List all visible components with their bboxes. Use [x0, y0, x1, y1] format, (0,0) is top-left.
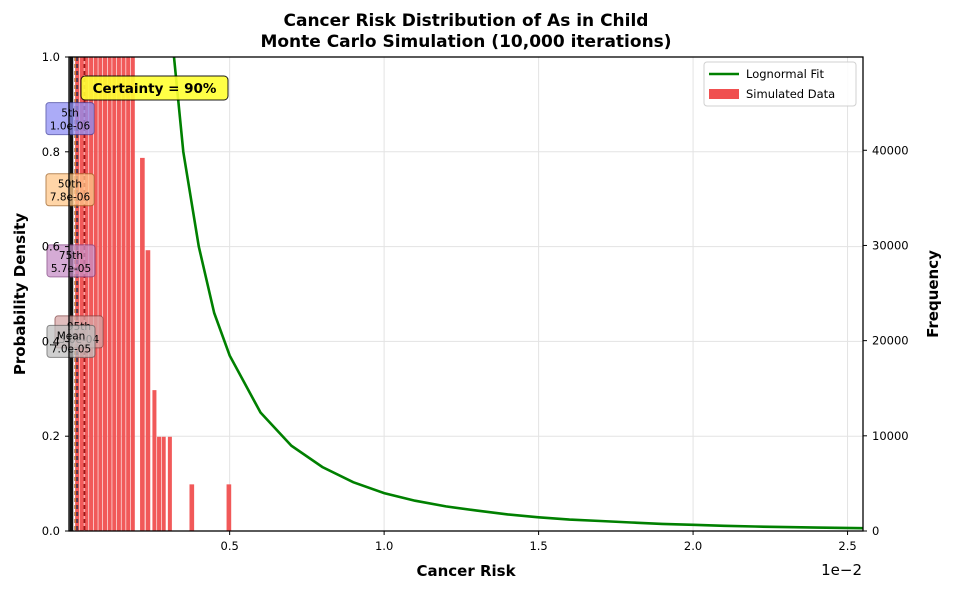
certainty-box	[80, 75, 229, 101]
legend-hist-swatch	[709, 89, 739, 99]
histogram-bar-6	[102, 57, 108, 531]
histogram-bar-9	[116, 57, 121, 531]
percentile-value-1: 7.8e-06	[50, 192, 91, 204]
axes-layer: 0.5 1.0 1.5 2.0 2.5 0.0 0.2 0.4 0.6 0.8 1.0 0 10000 2…	[42, 50, 909, 553]
x-tick-label-4: 2.5	[838, 539, 856, 553]
y-tick-label-0: 0.0	[42, 524, 60, 538]
histogram-bar-11	[126, 57, 131, 531]
percentile-value-2: 5.7e-05	[51, 263, 91, 275]
lognormal-fit-line	[172, 57, 863, 530]
legend-fit-label: Lognormal Fit	[746, 67, 824, 81]
annotation-layer: 5th1.0e-0650th7.8e-0675th5.7e-0595th3.0e…	[45, 75, 229, 358]
histogram-bar-15	[152, 390, 157, 531]
x-tick-label-3: 2.0	[684, 539, 702, 553]
x-axis-label: Cancer Risk	[416, 562, 516, 580]
y-tick-label-5: 1.0	[42, 50, 60, 64]
histogram-bar-10	[121, 57, 126, 531]
histogram-bar-0	[75, 57, 80, 531]
plot-frame	[68, 56, 864, 532]
percentile-box-2	[46, 244, 96, 278]
histogram-bar-14	[145, 250, 151, 532]
percentile-box-1	[45, 173, 95, 207]
percentile-label-4: Mean	[57, 330, 86, 342]
y2-tick-label-3: 30000	[872, 238, 909, 252]
percentile-box-4	[46, 324, 96, 358]
chart-subtitle: Monte Carlo Simulation (10,000 iteration…	[260, 32, 671, 52]
y-tick-label-4: 0.8	[42, 145, 60, 159]
fit-line-layer	[172, 57, 863, 530]
histogram-bar-1	[79, 57, 84, 531]
histogram-bar-13	[140, 157, 145, 531]
histogram-bar-20	[226, 484, 232, 531]
histogram-bar-5	[98, 57, 103, 531]
percentile-label-2: 75th	[59, 250, 83, 262]
grid-layer	[69, 56, 863, 532]
histogram-bar-16	[157, 436, 162, 531]
y-axis-label: Probability Density	[11, 213, 29, 375]
legend: Lognormal Fit Simulated Data	[703, 61, 857, 107]
histogram-bar-12	[130, 57, 135, 531]
histogram-bar-19	[189, 484, 195, 531]
y2-tick-label-2: 20000	[872, 334, 909, 348]
y-tick-label-3: 0.6	[42, 240, 60, 254]
y-tick-label-1: 0.2	[42, 429, 60, 443]
legend-box	[703, 61, 857, 107]
percentile-value-0: 1.0e-06	[50, 121, 91, 133]
x-offset-label: 1e−2	[821, 561, 862, 579]
legend-hist-label: Simulated Data	[746, 87, 835, 101]
y-tick-label-2: 0.4	[42, 334, 60, 348]
y2-tick-label-0: 0	[872, 524, 879, 538]
chart-title: Cancer Risk Distribution of As in Child	[284, 11, 649, 31]
histogram-bar-17	[161, 436, 166, 531]
percentile-label-1: 50th	[58, 179, 82, 191]
y2-tick-label-4: 40000	[872, 143, 909, 157]
histogram-bar-18	[167, 436, 172, 531]
histogram-bar-8	[112, 57, 117, 531]
histogram-bar-4	[93, 57, 98, 531]
y2-tick-label-1: 10000	[872, 429, 909, 443]
x-tick-label-2: 1.5	[529, 539, 547, 553]
certainty-label: Certainty = 90%	[93, 81, 217, 97]
reference-lines	[69, 57, 86, 531]
percentile-value-4: 7.0e-05	[51, 343, 91, 355]
x-tick-label-1: 1.0	[375, 539, 393, 553]
histogram-bar-3	[89, 57, 94, 531]
percentile-label-0: 5th	[61, 108, 78, 120]
histogram-bar-7	[107, 57, 112, 531]
percentile-box-0	[45, 102, 95, 136]
histogram-bars	[75, 57, 232, 532]
x-tick-label-0: 0.5	[221, 539, 239, 553]
histogram-bar-2	[84, 57, 89, 531]
y2-axis-label: Frequency	[924, 250, 942, 338]
